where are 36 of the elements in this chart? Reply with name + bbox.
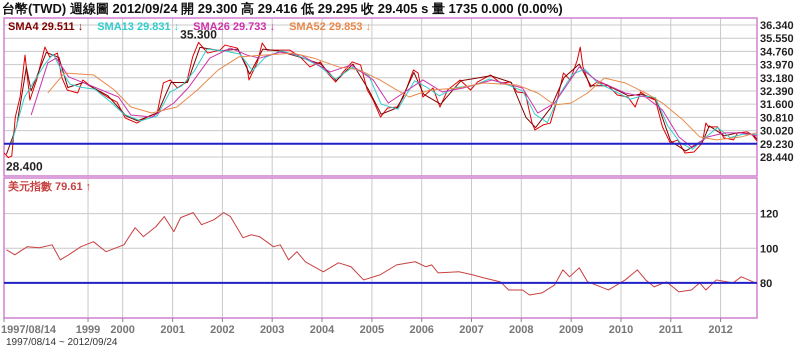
x-tick-label: 2008	[509, 324, 534, 336]
y-tick-label: 30.020	[760, 126, 794, 138]
x-tick-label: 2009	[558, 324, 584, 336]
y-tick-label: 32.390	[760, 86, 794, 98]
y-tick-label: 29.230	[760, 138, 794, 151]
y-tick-label: 31.600	[760, 99, 794, 112]
x-tick-label: 2003	[260, 324, 284, 336]
y-tick-label: 30.810	[760, 112, 794, 124]
y-tick-label: 100	[760, 243, 778, 256]
y-tick-label: 34.760	[760, 46, 794, 58]
text: SMA4 29.511 ↓	[8, 21, 84, 33]
x-tick-label: 2007	[459, 324, 484, 336]
x-tick-label: 2001	[160, 324, 185, 336]
x-tick-label: 2002	[210, 324, 235, 336]
y-tick-label: 33.970	[760, 60, 794, 72]
y-tick-label: 33.180	[760, 72, 794, 85]
y-tick-label: 36.340	[760, 20, 794, 32]
x-tick-label: 2010	[608, 324, 634, 336]
text: 1997/08/14 ~ 2012/09/24	[6, 337, 118, 348]
y-tick-label: 28.440	[760, 152, 794, 164]
x-tick-label: 2012	[708, 324, 733, 336]
x-tick-label: 1997/08/14	[1, 324, 57, 336]
x-tick-label: 2006	[409, 324, 434, 336]
y-tick-label: 80	[760, 278, 772, 290]
series-label: SMA52 29.853 ↓	[289, 21, 372, 33]
y-tick-label: 120	[760, 208, 778, 221]
text: SMA13 29.831 ↓	[97, 21, 180, 33]
x-tick-label: 2005	[360, 324, 384, 336]
x-tick-label: 1999	[76, 324, 100, 336]
x-tick-label: 2000	[110, 324, 135, 336]
x-tick-label: 2011	[658, 324, 683, 336]
x-tick-label: 2004	[310, 324, 336, 336]
text: 美元指數 79.61 ↑	[7, 180, 92, 193]
chart-title: 台幣(TWD) 週線圖 2012/09/24 開 29.300 高 29.416 低 29.295 收 29.405 s 量 1735 0.000 (0.00%)	[2, 1, 563, 16]
annotation: 28.400	[6, 160, 44, 174]
y-tick-label: 35.550	[760, 33, 794, 46]
